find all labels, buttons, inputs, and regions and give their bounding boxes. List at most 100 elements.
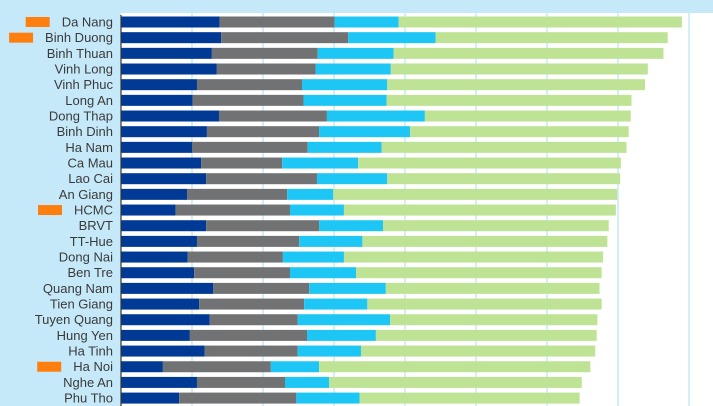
category-label: Hung Yen (57, 328, 113, 343)
bar-segment-1 (121, 235, 197, 247)
bar-segment-4 (356, 267, 602, 279)
bar-segment-3 (297, 345, 361, 357)
bar-segment-4 (390, 314, 598, 326)
bars (121, 16, 682, 404)
bar-segment-1 (121, 329, 190, 341)
highlight-marker (38, 205, 62, 216)
category-label: Tuyen Quang (35, 312, 113, 327)
bar-segment-4 (362, 235, 608, 247)
category-label: Da Nang (62, 15, 113, 30)
bar-segment-1 (121, 204, 176, 216)
bar-segment-1 (121, 267, 195, 279)
bar-segment-2 (206, 126, 320, 138)
bar-segment-3 (302, 79, 388, 91)
bar-segment-1 (121, 47, 212, 59)
bar-segment-1 (121, 79, 197, 91)
category-label: Ha Nam (65, 140, 113, 155)
bar-segment-1 (121, 220, 207, 232)
bar-segment-2 (211, 47, 318, 59)
bar-segment-3 (315, 63, 391, 75)
bar-segment-2 (196, 376, 286, 388)
bar-segment-3 (287, 188, 334, 200)
bar-segment-2 (213, 282, 310, 294)
bar-segment-4 (386, 94, 632, 106)
bar-segment-3 (296, 392, 360, 404)
bar-segment-4 (333, 188, 618, 200)
category-label: HCMC (74, 203, 113, 218)
category-label: Vinh Long (55, 62, 113, 77)
category-label: Tien Giang (50, 297, 113, 312)
bar-segment-1 (121, 361, 163, 373)
bar-segment-4 (398, 16, 682, 28)
bar-segment-3 (297, 314, 391, 326)
bar-segment-1 (121, 110, 219, 122)
bar-segment-4 (390, 63, 648, 75)
bar-segment-4 (329, 376, 582, 388)
bar-segment-1 (121, 173, 207, 185)
bar-segment-1 (121, 157, 202, 169)
bar-segment-4 (424, 110, 631, 122)
bar-segment-4 (375, 329, 597, 341)
bar-segment-3 (282, 251, 344, 263)
bar-segment-2 (218, 110, 327, 122)
bar-segment-1 (121, 63, 217, 75)
bar-segment-3 (285, 376, 330, 388)
bar-segment-1 (121, 376, 197, 388)
highlight-marker (25, 17, 50, 27)
category-label: Lao Cai (68, 171, 113, 186)
bar-segment-3 (334, 16, 399, 28)
bar-segment-2 (206, 173, 317, 185)
bar-segment-3 (319, 126, 410, 138)
category-label: Binh Duong (45, 30, 113, 45)
bar-segment-3 (270, 361, 320, 373)
bar-segment-2 (201, 157, 283, 169)
category-label: Quang Nam (43, 281, 113, 296)
bar-segment-4 (381, 141, 627, 153)
bar-segment-4 (343, 251, 604, 263)
category-label: Binh Thuan (47, 46, 113, 61)
highlight-marker (37, 361, 62, 372)
bar-segment-1 (121, 94, 193, 106)
bar-segment-4 (385, 282, 600, 294)
bar-segment-2 (209, 314, 298, 326)
bar-segment-4 (393, 47, 664, 59)
bar-segment-1 (121, 251, 188, 263)
category-label: TT-Hue (70, 234, 113, 249)
category-label: Ha Noi (73, 359, 113, 374)
bar-segment-2 (187, 251, 283, 263)
bar-segment-4 (358, 157, 621, 169)
bar-segment-4 (435, 32, 668, 44)
bar-segment-4 (359, 392, 580, 404)
category-label: Ha Tinh (68, 344, 113, 359)
bar-segment-3 (289, 267, 357, 279)
bar-segment-4 (367, 298, 602, 310)
bar-segment-1 (121, 188, 188, 200)
category-label: BRVT (79, 218, 113, 233)
bar-segment-2 (194, 267, 290, 279)
category-label: Ca Mau (67, 156, 113, 171)
bar-segment-2 (192, 94, 304, 106)
category-label: An Giang (59, 187, 113, 202)
bar-segment-1 (121, 298, 200, 310)
bar-segment-4 (387, 79, 645, 91)
bar-segment-1 (121, 32, 222, 44)
bar-segment-4 (360, 345, 596, 357)
bar-segment-1 (121, 282, 214, 294)
bar-segment-4 (343, 204, 616, 216)
bar-segment-3 (303, 94, 387, 106)
bar-segment-2 (189, 329, 308, 341)
bar-segment-1 (121, 141, 192, 153)
bar-segment-2 (204, 345, 298, 357)
bar-segment-1 (121, 126, 207, 138)
bar-segment-4 (387, 173, 621, 185)
bar-segment-3 (299, 235, 363, 247)
bar-segment-3 (309, 282, 386, 294)
bar-segment-3 (326, 110, 425, 122)
category-label: Vinh Phuc (54, 77, 114, 92)
bar-segment-1 (121, 314, 210, 326)
bar-segment-3 (282, 157, 359, 169)
bar-segment-4 (409, 126, 629, 138)
bar-segment-2 (187, 188, 288, 200)
bar-segment-1 (121, 345, 205, 357)
